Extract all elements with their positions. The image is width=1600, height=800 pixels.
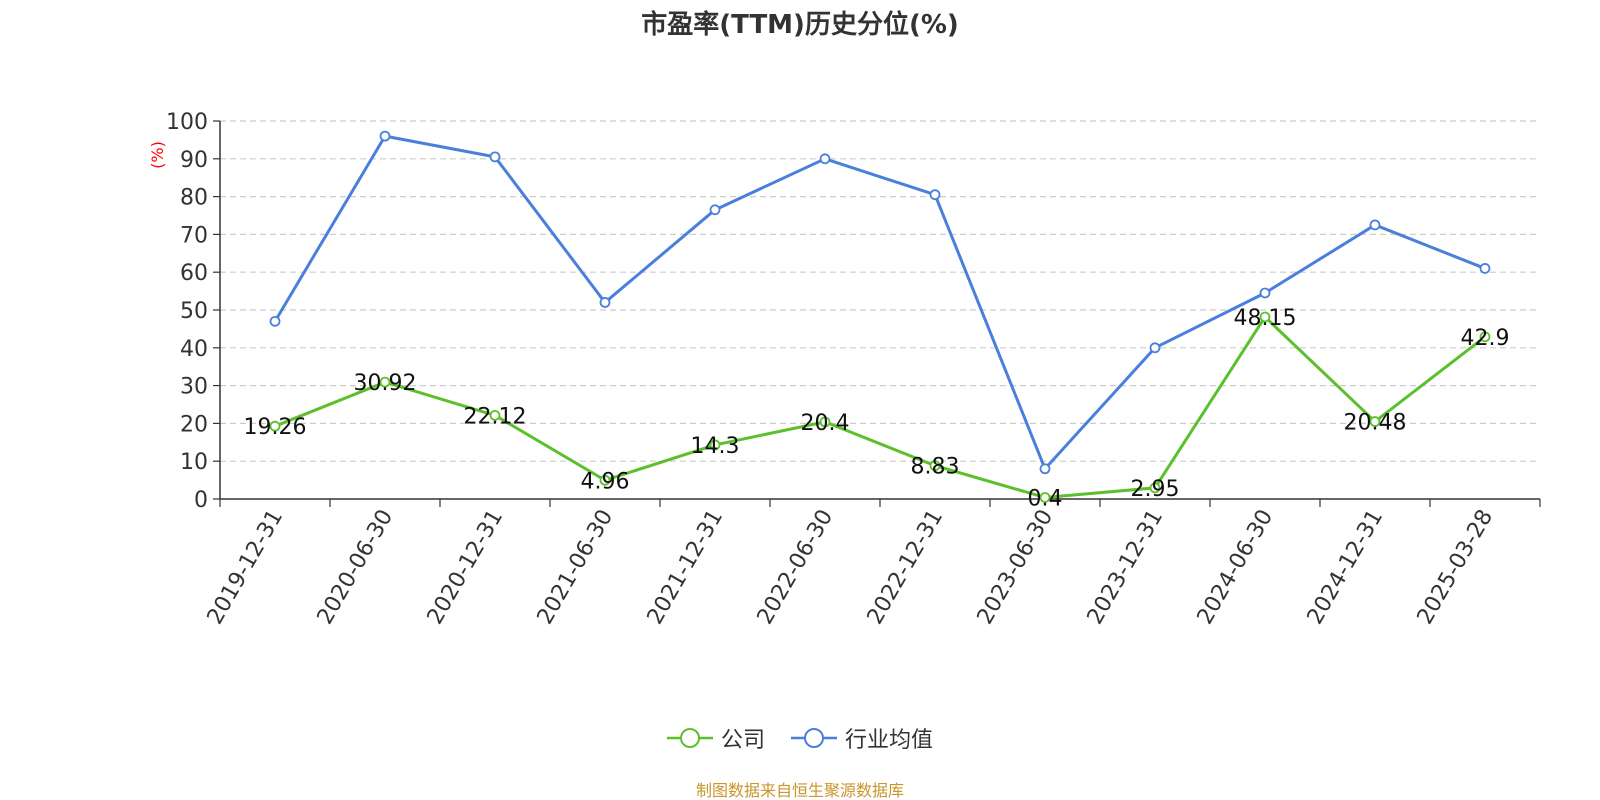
data-point: [1479, 263, 1491, 274]
x-tick-label: 2019-12-31: [203, 506, 289, 629]
x-tick-label: 2024-06-30: [1193, 506, 1279, 629]
data-label: 20.4: [801, 411, 850, 436]
x-tick-label: 2021-06-30: [533, 506, 619, 629]
data-point: [819, 416, 831, 428]
data-label: 0.4: [1028, 486, 1063, 511]
x-tick-label: 2024-12-31: [1303, 506, 1389, 629]
data-point: [1369, 219, 1381, 231]
series-line-1: [273, 134, 1486, 471]
data-point: [819, 153, 831, 165]
x-tick-label: 2025-03-28: [1413, 506, 1499, 629]
data-point: [379, 376, 391, 388]
x-tick-label: 2023-06-30: [973, 506, 1059, 629]
source-note: 制图数据来自恒生聚源数据库: [695, 781, 904, 800]
data-point: [1259, 311, 1271, 323]
data-label: 19.26: [244, 415, 307, 440]
chart-legend: 公司 行业均值: [0, 722, 1600, 754]
legend-marker-company: [679, 728, 700, 748]
data-point: [1479, 331, 1491, 343]
data-point: [379, 130, 391, 142]
data-point: [1039, 463, 1051, 475]
chart-title: 市盈率(TTM)历史分位(%): [641, 10, 959, 40]
data-point: [489, 409, 501, 421]
legend-item-industry[interactable]: 行业均值: [791, 722, 933, 754]
y-tick-label: 0: [194, 488, 208, 513]
x-tick-label: 2022-06-30: [753, 506, 839, 629]
data-point: [489, 151, 501, 163]
legend-swatch-industry: [791, 728, 837, 748]
y-tick-label: 90: [180, 148, 208, 173]
y-tick-label: 10: [180, 450, 208, 475]
data-point: [599, 297, 611, 308]
x-tick-label: 2022-12-31: [863, 506, 949, 629]
x-tick-label: 2020-06-30: [313, 506, 399, 629]
data-label: 48.15: [1234, 306, 1297, 331]
legend-item-company[interactable]: 公司: [666, 722, 765, 754]
data-point: [1149, 342, 1161, 354]
data-point: [709, 439, 721, 451]
data-point: [269, 420, 281, 432]
y-tick-label: 50: [180, 299, 208, 324]
y-tick-label: 20: [180, 412, 208, 437]
x-tick-label: 2020-12-31: [423, 506, 509, 629]
data-point: [929, 460, 941, 472]
y-tick-label: 40: [180, 337, 208, 362]
x-tick-label: 2023-12-31: [1083, 506, 1169, 629]
legend-label-industry: 行业均值: [845, 728, 934, 753]
y-tick-label: 80: [180, 186, 208, 211]
data-point: [1369, 416, 1381, 427]
data-label: 30.92: [354, 371, 417, 396]
data-label: 22.12: [464, 404, 527, 429]
legend-marker-industry: [804, 728, 824, 748]
y-tick-label: 30: [180, 375, 208, 400]
y-axis-label: (%): [148, 141, 167, 169]
legend-swatch-company: [666, 728, 713, 748]
data-label: 42.9: [1461, 326, 1510, 351]
data-label: 2.95: [1131, 477, 1180, 502]
data-label: 8.83: [911, 455, 960, 480]
data-label: 20.48: [1344, 411, 1407, 436]
data-point: [1149, 482, 1161, 494]
data-point: [1039, 492, 1051, 503]
data-point: [599, 474, 611, 486]
data-label: 14.3: [691, 434, 740, 459]
x-tick-label: 2021-12-31: [643, 506, 729, 629]
data-label: 4.96: [581, 469, 630, 494]
data-point: [269, 315, 281, 327]
data-point: [709, 204, 721, 216]
data-point: [1259, 287, 1271, 299]
y-tick-label: 70: [180, 223, 208, 248]
series-line-0: [274, 315, 1486, 499]
legend-label-company: 公司: [720, 728, 765, 753]
data-point: [929, 189, 941, 201]
y-tick-label: 100: [166, 110, 208, 135]
y-tick-label: 60: [180, 261, 208, 286]
